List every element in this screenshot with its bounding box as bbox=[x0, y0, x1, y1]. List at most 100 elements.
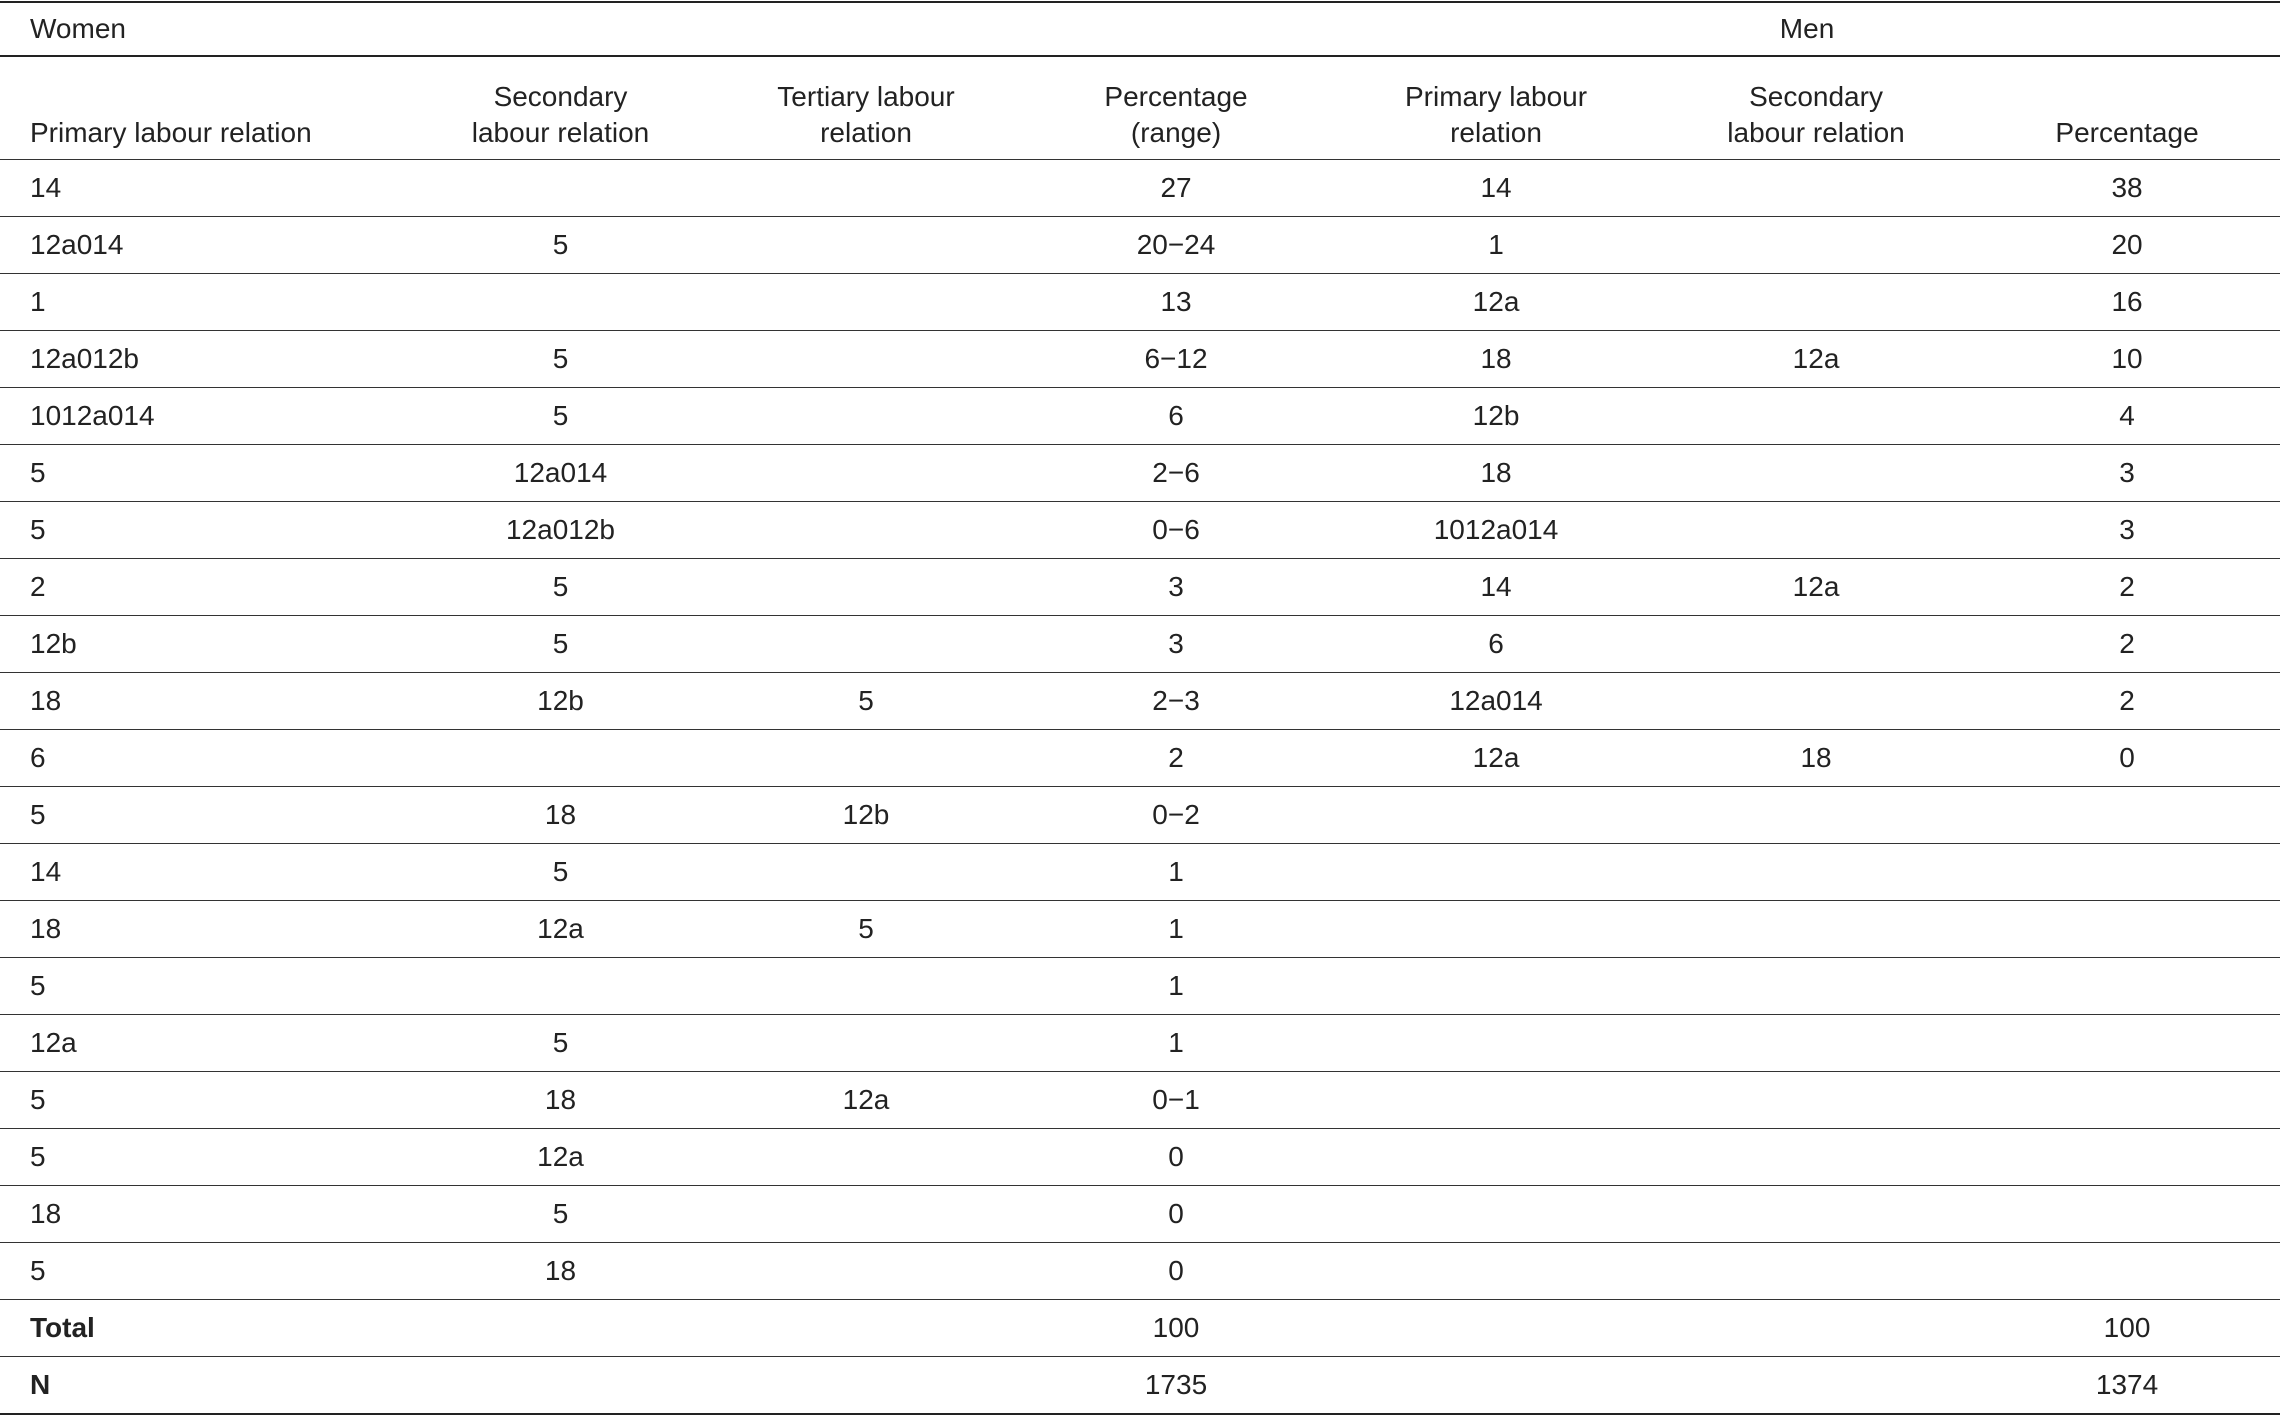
table-cell: 12a bbox=[1334, 273, 1659, 331]
table-cell: 2 bbox=[1974, 558, 2280, 616]
table-cell bbox=[1658, 843, 1975, 901]
table-row: 14 27 14 38 bbox=[0, 159, 2280, 217]
table-cell: N bbox=[0, 1356, 407, 1415]
table-cell bbox=[407, 1356, 714, 1415]
table-cell: 5 bbox=[0, 1071, 407, 1129]
table-cell bbox=[1658, 1128, 1975, 1186]
column-header: Tertiary labour relation bbox=[714, 56, 1018, 160]
table-cell bbox=[714, 1014, 1018, 1072]
table-cell: 18 bbox=[407, 1071, 714, 1129]
table-cell: 1 bbox=[1018, 843, 1335, 901]
column-header-text: Percentage bbox=[2055, 117, 2199, 148]
table-cell bbox=[1658, 444, 1975, 502]
table-cell bbox=[1974, 1128, 2280, 1186]
table-cell bbox=[1658, 957, 1975, 1015]
table-cell: 5 bbox=[0, 501, 407, 559]
table-cell: 12a012b bbox=[407, 501, 714, 559]
table-cell: 1 bbox=[1018, 900, 1335, 958]
table-cell bbox=[714, 501, 1018, 559]
table-cell: 12a bbox=[0, 1014, 407, 1072]
table-cell: 5 bbox=[407, 1185, 714, 1243]
table-row: 18 5 0 bbox=[0, 1185, 2280, 1243]
table-row: 18 12b 5 2−3 12a014 2 bbox=[0, 672, 2280, 730]
table-cell: 4 bbox=[1974, 387, 2280, 445]
table-cell bbox=[407, 1299, 714, 1357]
table-cell: 5 bbox=[407, 615, 714, 673]
table-cell: 5 bbox=[714, 672, 1018, 730]
table-cell bbox=[1658, 900, 1975, 958]
table-cell bbox=[714, 1242, 1018, 1300]
table-cell bbox=[1334, 900, 1659, 958]
table-cell: 12a bbox=[407, 1128, 714, 1186]
table-cell bbox=[1658, 1356, 1975, 1415]
table-cell: 5 bbox=[407, 558, 714, 616]
table-cell bbox=[407, 159, 714, 217]
table-cell: 12a014 bbox=[1334, 672, 1659, 730]
table-cell: 1374 bbox=[1974, 1356, 2280, 1415]
table-cell: 3 bbox=[1974, 444, 2280, 502]
table-cell: 18 bbox=[1334, 330, 1659, 388]
table-cell: 6 bbox=[0, 729, 407, 787]
table-cell: 5 bbox=[407, 330, 714, 388]
table-cell: 12b bbox=[714, 786, 1018, 844]
column-header: Secondary labour relation bbox=[1658, 56, 1975, 160]
table-cell: 5 bbox=[407, 387, 714, 445]
table-cell: 14 bbox=[1334, 558, 1659, 616]
table-row: 5 12a 0 bbox=[0, 1128, 2280, 1186]
table-cell bbox=[1658, 1185, 1975, 1243]
table-cell: 5 bbox=[0, 957, 407, 1015]
table-cell: 12a bbox=[1658, 330, 1975, 388]
table-cell: 10 bbox=[1974, 330, 2280, 388]
table-cell: 12b bbox=[1334, 387, 1659, 445]
table-cell: 2 bbox=[1974, 615, 2280, 673]
table-cell: 5 bbox=[407, 1014, 714, 1072]
table-cell: 5 bbox=[0, 1242, 407, 1300]
table-cell: 12a014 bbox=[407, 444, 714, 502]
table-cell: 18 bbox=[1334, 444, 1659, 502]
table-cell: 12a bbox=[407, 900, 714, 958]
table-cell bbox=[1334, 1185, 1659, 1243]
table-row: N 1735 1374 bbox=[0, 1356, 2280, 1415]
column-header-text: Secondary labour relation bbox=[471, 81, 650, 148]
table-cell bbox=[1974, 1014, 2280, 1072]
table-cell bbox=[1974, 1185, 2280, 1243]
table-cell: 3 bbox=[1018, 615, 1335, 673]
table-cell bbox=[1658, 615, 1975, 673]
table-cell: 12a bbox=[1334, 729, 1659, 787]
table-cell: 20 bbox=[1974, 216, 2280, 274]
table-cell bbox=[714, 1185, 1018, 1243]
table-cell: 12b bbox=[0, 615, 407, 673]
table-cell bbox=[1334, 786, 1659, 844]
table-cell: 100 bbox=[1018, 1299, 1335, 1357]
table-cell bbox=[1974, 1242, 2280, 1300]
table-cell bbox=[1658, 216, 1975, 274]
table-row: 1 13 12a 16 bbox=[0, 273, 2280, 331]
table-cell bbox=[1334, 1128, 1659, 1186]
table-cell: Total bbox=[0, 1299, 407, 1357]
table-cell bbox=[714, 729, 1018, 787]
table-cell bbox=[1658, 273, 1975, 331]
table-row: 12a 5 1 bbox=[0, 1014, 2280, 1072]
table-row: 5 12a012b 0−6 1012a014 3 bbox=[0, 501, 2280, 559]
group-header: Men bbox=[1334, 2, 2280, 57]
table-cell bbox=[1334, 1071, 1659, 1129]
table-cell bbox=[1974, 1071, 2280, 1129]
table-row: 6 2 12a 18 0 bbox=[0, 729, 2280, 787]
table-cell: 0−2 bbox=[1018, 786, 1335, 844]
table-cell: 12a bbox=[714, 1071, 1018, 1129]
table-cell bbox=[714, 1299, 1018, 1357]
table-cell: 2 bbox=[1018, 729, 1335, 787]
table-cell bbox=[714, 159, 1018, 217]
column-header: Secondary labour relation bbox=[407, 56, 714, 160]
table-cell: 2 bbox=[0, 558, 407, 616]
table-row: Total 100 100 bbox=[0, 1299, 2280, 1357]
table-cell bbox=[714, 444, 1018, 502]
table-cell bbox=[714, 1128, 1018, 1186]
group-header-row: Women Men bbox=[0, 2, 2280, 57]
table-cell: 13 bbox=[1018, 273, 1335, 331]
table-cell bbox=[714, 558, 1018, 616]
table-cell: 18 bbox=[0, 900, 407, 958]
table-cell bbox=[407, 273, 714, 331]
